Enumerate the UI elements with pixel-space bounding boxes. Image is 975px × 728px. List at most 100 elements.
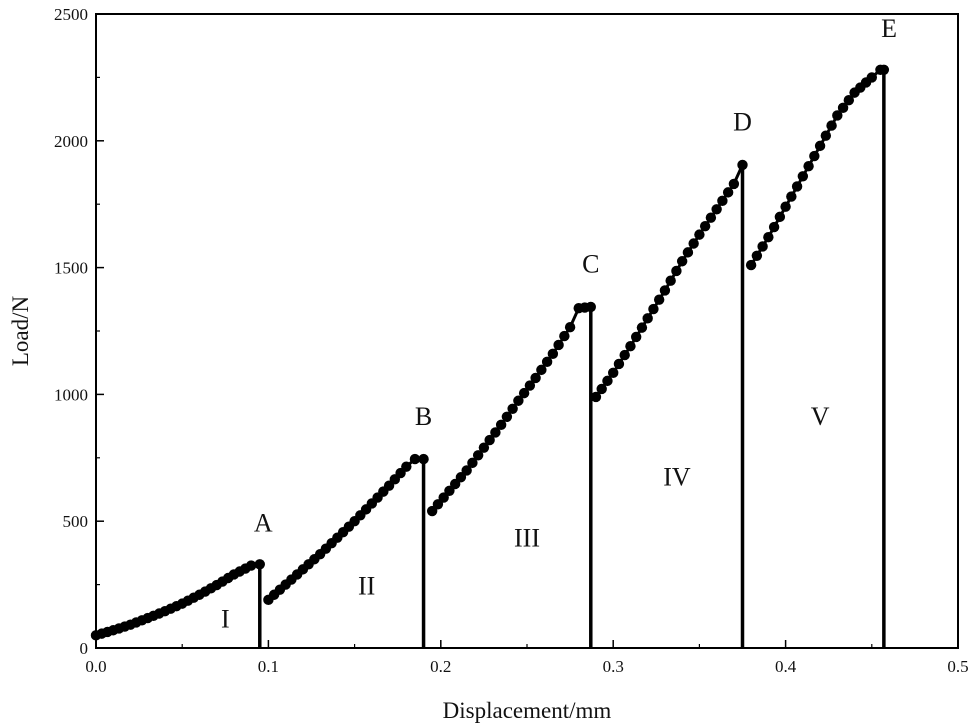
plot-frame <box>95 13 959 649</box>
annotation-label: D <box>733 108 752 137</box>
data-point <box>536 364 547 376</box>
y-tick-label: 1500 <box>54 259 88 278</box>
data-point <box>513 395 524 406</box>
data-point <box>455 472 467 483</box>
data-point <box>472 450 484 461</box>
data-point <box>768 221 780 233</box>
data-point <box>699 220 711 232</box>
annotation-label: II <box>358 572 375 601</box>
data-point <box>745 259 757 271</box>
data-point <box>608 367 619 379</box>
data-point <box>432 499 444 510</box>
y-tick-label: 2500 <box>54 5 88 24</box>
data-point <box>636 322 648 333</box>
x-axis-title: Displacement/mm <box>443 698 612 723</box>
data-point <box>722 187 734 198</box>
annotation-label: B <box>415 402 432 431</box>
data-point <box>559 330 570 342</box>
x-tick-label: 0.4 <box>775 657 797 676</box>
data-point <box>619 349 630 361</box>
y-tick-label: 0 <box>80 639 89 658</box>
y-tick-label: 1000 <box>54 385 88 404</box>
data-point <box>461 465 472 476</box>
data-point <box>653 294 665 305</box>
data-point <box>791 181 803 192</box>
data-point <box>553 339 564 351</box>
data-point <box>843 95 855 106</box>
x-tick-label: 0.5 <box>947 657 968 676</box>
data-point <box>625 341 636 352</box>
data-point <box>426 505 438 517</box>
data-point <box>418 453 429 465</box>
data-point <box>613 358 625 370</box>
data-point <box>642 313 653 324</box>
data-point <box>705 212 717 223</box>
data-point <box>671 265 682 277</box>
data-point <box>797 171 809 182</box>
annotation-label: V <box>811 402 830 431</box>
annotation-label: C <box>582 250 599 279</box>
data-point <box>648 303 659 315</box>
data-point <box>832 110 843 121</box>
data-point <box>524 380 536 391</box>
data-point <box>530 372 541 384</box>
data-point <box>814 140 826 152</box>
data-point <box>786 191 797 202</box>
data-point <box>694 229 705 240</box>
data-point <box>444 485 455 496</box>
data-point <box>409 453 421 465</box>
data-point <box>737 159 748 171</box>
data-point <box>590 391 602 403</box>
y-tick-label: 2000 <box>54 132 88 151</box>
data-point <box>541 356 553 368</box>
data-point <box>826 120 837 131</box>
data-point <box>757 241 768 252</box>
data-point <box>449 478 461 490</box>
data-point <box>780 201 791 212</box>
data-point <box>676 256 688 267</box>
x-tick-label: 0.3 <box>603 657 624 676</box>
data-point <box>728 178 740 190</box>
data-point <box>564 321 576 333</box>
data-point <box>401 461 412 472</box>
data-point <box>630 331 642 343</box>
data-point <box>596 383 607 395</box>
data-point <box>467 457 478 469</box>
data-point <box>682 247 694 258</box>
annotation-label: I <box>221 605 230 634</box>
data-point <box>501 411 513 423</box>
data-point <box>478 442 490 453</box>
data-point <box>507 403 518 414</box>
series-segment-5 <box>749 68 884 266</box>
data-point <box>717 195 728 207</box>
data-point <box>438 492 449 503</box>
annotation-label: A <box>254 508 273 537</box>
y-tick-label: 500 <box>63 512 89 531</box>
data-point <box>665 275 676 286</box>
data-point <box>688 238 699 249</box>
data-point <box>518 387 530 399</box>
data-point <box>803 160 814 172</box>
annotation-label: III <box>514 524 540 553</box>
data-point <box>763 231 774 243</box>
data-point <box>484 434 495 446</box>
x-tick-label: 0.2 <box>430 657 451 676</box>
data-point <box>602 375 613 387</box>
data-point <box>659 285 671 296</box>
data-point <box>711 204 722 215</box>
x-tick-label: 0.1 <box>258 657 279 676</box>
data-point <box>585 301 596 313</box>
data-layer <box>90 64 890 648</box>
data-point <box>495 419 507 431</box>
data-point <box>547 348 559 360</box>
data-point <box>245 560 257 571</box>
y-axis-title: Load/N <box>8 295 33 366</box>
annotation-label: E <box>881 14 897 43</box>
data-point <box>751 250 763 261</box>
data-point <box>254 559 265 570</box>
data-point <box>837 102 849 114</box>
data-point <box>490 427 501 438</box>
data-point <box>820 130 832 141</box>
